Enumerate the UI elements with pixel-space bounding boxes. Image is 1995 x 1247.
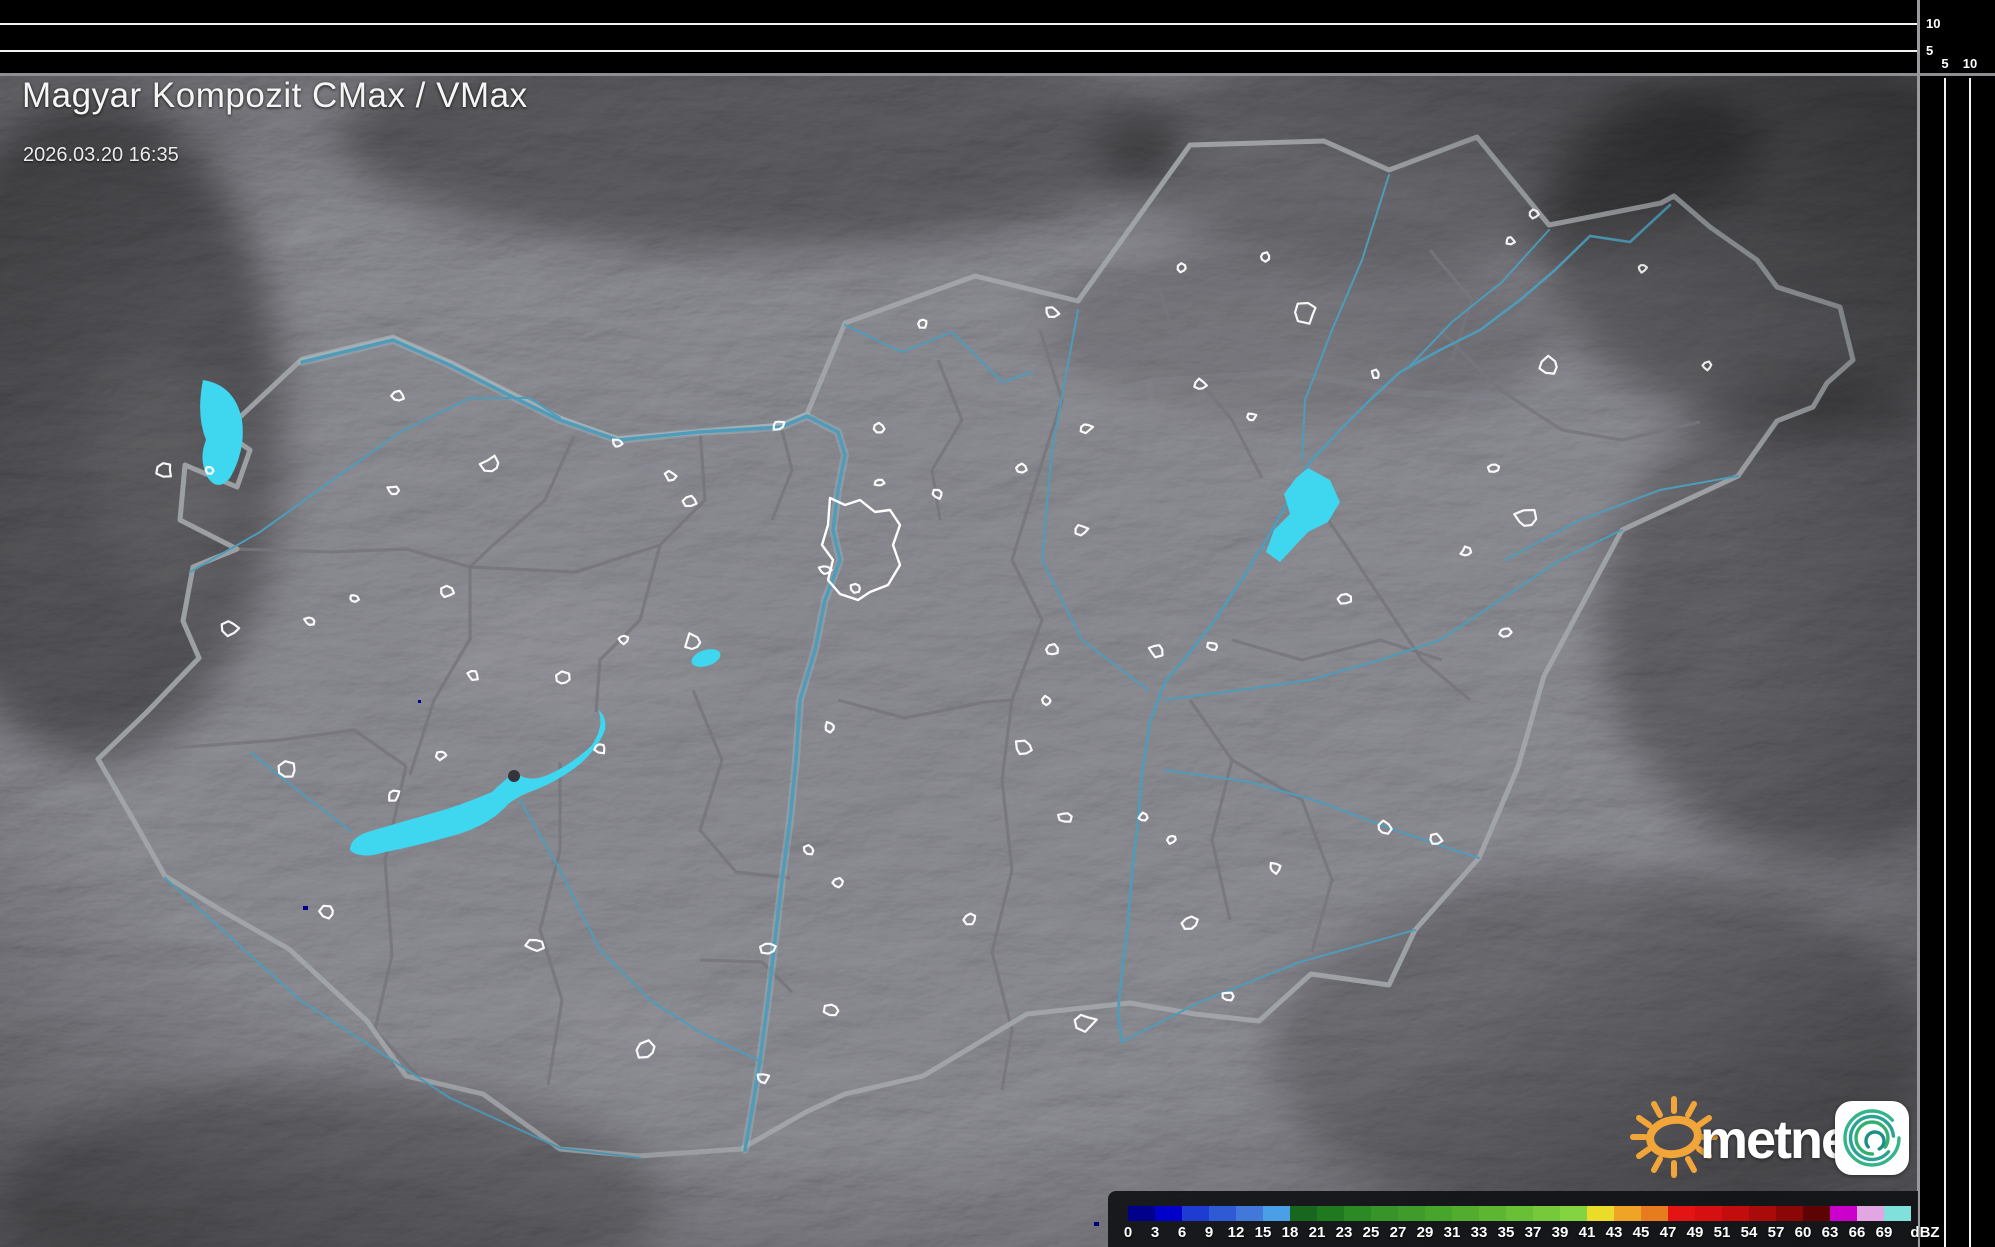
right-profile-gridline-5km xyxy=(1944,78,1946,1247)
dbz-color-segment xyxy=(1236,1206,1263,1221)
dbz-tick-label: 47 xyxy=(1659,1224,1677,1241)
top-axis-label-10: 10 xyxy=(1926,16,1941,31)
map-frame-top xyxy=(0,73,1995,76)
dbz-tick-label: 6 xyxy=(1177,1224,1187,1241)
dbz-color-segment xyxy=(1425,1206,1452,1221)
dbz-color-segment xyxy=(1155,1206,1182,1221)
dbz-tick-label: 69 xyxy=(1875,1224,1893,1241)
dbz-color-segment xyxy=(1533,1206,1560,1221)
dbz-tick-label: 43 xyxy=(1605,1224,1623,1241)
dbz-tick-label: 9 xyxy=(1204,1224,1214,1241)
top-profile-gridline-10km xyxy=(0,23,1918,25)
dbz-color-segment xyxy=(1641,1206,1668,1221)
metnet-logo: metnet xyxy=(1628,1083,1913,1185)
dbz-color-bar xyxy=(1128,1206,1911,1221)
dbz-tick-label: 57 xyxy=(1767,1224,1785,1241)
right-axis-label-10: 10 xyxy=(1962,56,1978,71)
dbz-tick-label: 29 xyxy=(1416,1224,1434,1241)
dbz-tick-labels: 0 3 6 9 12 15 18 21 23 25 27 29 31 33 35 37 39 41 43 45 47 49… xyxy=(1124,1224,1940,1241)
vignette xyxy=(0,76,1918,1247)
dbz-tick-label: 63 xyxy=(1821,1224,1839,1241)
dbz-color-segment xyxy=(1695,1206,1722,1221)
dbz-color-segment xyxy=(1344,1206,1371,1221)
dbz-color-segment xyxy=(1128,1206,1155,1221)
dbz-tick-label: 0 xyxy=(1123,1224,1133,1241)
dbz-tick-label: 18 xyxy=(1281,1224,1299,1241)
dbz-tick-label: 45 xyxy=(1632,1224,1650,1241)
dbz-color-segment xyxy=(1506,1206,1533,1221)
dbz-tick-label: 54 xyxy=(1740,1224,1758,1241)
dbz-tick-label: 3 xyxy=(1150,1224,1160,1241)
dbz-tick-label: 27 xyxy=(1389,1224,1407,1241)
dbz-color-segment xyxy=(1209,1206,1236,1221)
right-axis-label-5: 5 xyxy=(1941,56,1949,71)
dbz-tick-label: 60 xyxy=(1794,1224,1812,1241)
dbz-color-segment xyxy=(1317,1206,1344,1221)
dbz-color-segment xyxy=(1182,1206,1209,1221)
dbz-color-segment xyxy=(1479,1206,1506,1221)
dbz-color-segment xyxy=(1884,1206,1911,1221)
dbz-color-segment xyxy=(1749,1206,1776,1221)
dbz-tick-label: 49 xyxy=(1686,1224,1704,1241)
dbz-color-segment xyxy=(1398,1206,1425,1221)
right-profile-gridline-10km xyxy=(1969,78,1971,1247)
metnet-app-icon xyxy=(1835,1101,1909,1175)
dbz-color-segment xyxy=(1857,1206,1884,1221)
hungary-radar-map xyxy=(0,76,1918,1247)
top-axis-label-5: 5 xyxy=(1926,43,1934,58)
top-profile-gridline-5km xyxy=(0,50,1918,52)
dbz-tick-label: 12 xyxy=(1227,1224,1245,1241)
dbz-color-segment xyxy=(1776,1206,1803,1221)
dbz-color-segment xyxy=(1452,1206,1479,1221)
timestamp: 2026.03.20 16:35 xyxy=(23,144,179,166)
dbz-tick-label: 21 xyxy=(1308,1224,1326,1241)
map-frame-right xyxy=(1917,0,1920,1247)
dbz-color-segment xyxy=(1263,1206,1290,1221)
dbz-color-segment xyxy=(1803,1206,1830,1221)
dbz-unit-label: dBZ xyxy=(1910,1224,1940,1241)
dbz-color-segment xyxy=(1371,1206,1398,1221)
dbz-color-segment xyxy=(1722,1206,1749,1221)
dbz-color-segment xyxy=(1830,1206,1857,1221)
dbz-tick-label: 35 xyxy=(1497,1224,1515,1241)
dbz-tick-label: 66 xyxy=(1848,1224,1866,1241)
dbz-color-segment xyxy=(1290,1206,1317,1221)
dbz-tick-label: 33 xyxy=(1470,1224,1488,1241)
dbz-tick-label: 51 xyxy=(1713,1224,1731,1241)
dbz-tick-label: 25 xyxy=(1362,1224,1380,1241)
dbz-color-legend: 0 3 6 9 12 15 18 21 23 25 27 29 31 33 35 37 39 41 43 45 47 49… xyxy=(1108,1191,1940,1247)
sun-icon xyxy=(1630,1096,1718,1178)
dbz-tick-label: 31 xyxy=(1443,1224,1461,1241)
dbz-color-segment xyxy=(1614,1206,1641,1221)
dbz-color-segment xyxy=(1587,1206,1614,1221)
dbz-color-segment xyxy=(1668,1206,1695,1221)
dbz-tick-label: 39 xyxy=(1551,1224,1569,1241)
dbz-tick-label: 15 xyxy=(1254,1224,1272,1241)
dbz-tick-label: 23 xyxy=(1335,1224,1353,1241)
dbz-tick-label: 41 xyxy=(1578,1224,1596,1241)
spiral-icon xyxy=(1843,1109,1901,1167)
dbz-color-segment xyxy=(1560,1206,1587,1221)
page-title: Magyar Kompozit CMax / VMax xyxy=(22,76,528,115)
dbz-tick-label: 37 xyxy=(1524,1224,1542,1241)
